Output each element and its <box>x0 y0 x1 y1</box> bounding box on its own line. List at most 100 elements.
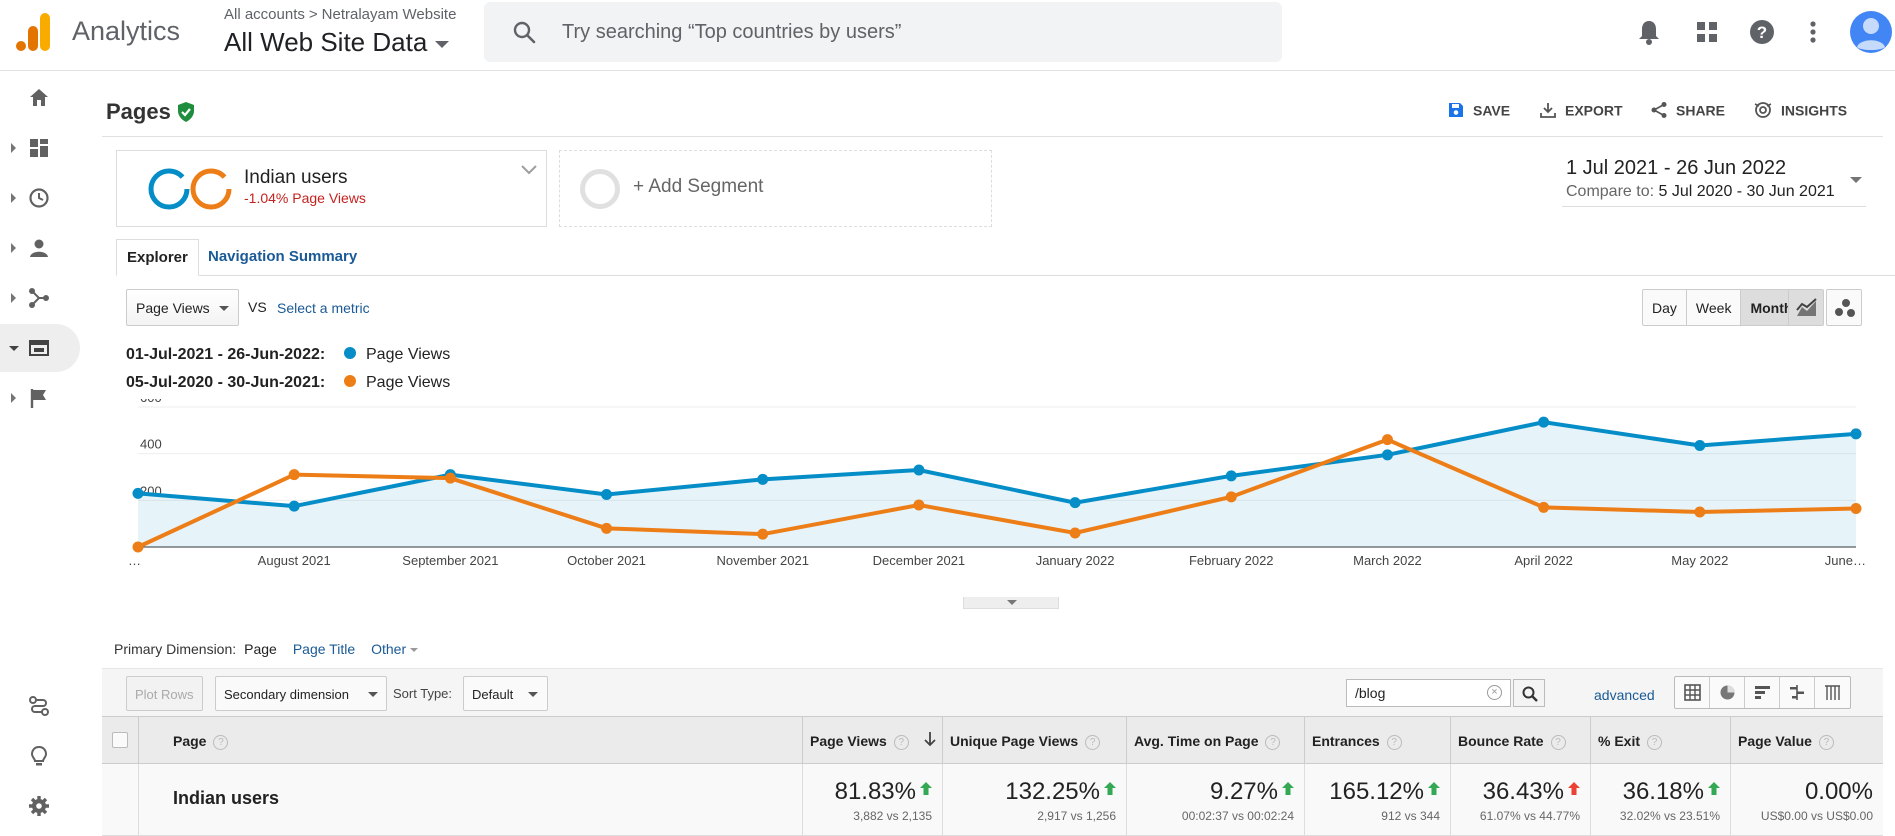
nav-behavior[interactable] <box>0 324 80 372</box>
filter-search-button[interactable] <box>1513 679 1545 707</box>
nav-customization[interactable] <box>0 124 80 172</box>
help-icon[interactable]: ? <box>1386 735 1402 750</box>
metric-comparison: US$0.00 vs US$0.00 <box>1760 809 1873 823</box>
select-metric-link[interactable]: Select a metric <box>277 300 370 316</box>
column-header-entrances[interactable]: Entrances? <box>1304 717 1450 763</box>
search-bar[interactable] <box>484 2 1282 62</box>
table-filter-input[interactable]: /blog <box>1346 679 1511 707</box>
sort-type-select[interactable]: Default <box>463 676 548 711</box>
clock-icon[interactable] <box>28 187 50 209</box>
nav-admin[interactable] <box>0 782 80 830</box>
select-all-checkbox[interactable] <box>112 732 128 748</box>
help-icon[interactable]: ? <box>213 735 229 750</box>
change-value: 36.43% <box>1482 778 1564 805</box>
breadcrumb[interactable]: All accounts > Netralayam Website <box>224 6 456 23</box>
view-pivot-button[interactable] <box>1815 677 1850 708</box>
lightbulb-icon[interactable] <box>28 745 50 767</box>
help-icon[interactable]: ? <box>1647 735 1663 750</box>
nav-acquisition[interactable] <box>0 274 80 322</box>
help-icon[interactable]: ? <box>1265 735 1281 750</box>
help-icon[interactable]: ? <box>1747 17 1777 47</box>
column-header-page[interactable]: Page? <box>138 717 781 763</box>
view-name[interactable]: All Web Site Data <box>224 27 428 57</box>
share-button[interactable]: SHARE <box>1650 101 1725 119</box>
expand-arrow-icon[interactable] <box>11 243 16 253</box>
help-icon[interactable]: ? <box>893 735 909 750</box>
breadcrumb-property[interactable]: Netralayam Website <box>321 6 457 23</box>
chart-collapse-handle[interactable] <box>963 597 1059 609</box>
nav-conversions[interactable] <box>0 374 80 422</box>
dashboard-icon[interactable] <box>28 137 50 159</box>
gear-icon[interactable] <box>28 795 50 817</box>
expand-arrow-icon[interactable] <box>11 393 16 403</box>
column-header-bounce-rate[interactable]: Bounce Rate? <box>1450 717 1590 763</box>
dimension-page[interactable]: Page <box>244 641 277 657</box>
behavior-icon[interactable] <box>28 337 50 359</box>
home-icon[interactable] <box>28 87 50 109</box>
nav-home[interactable] <box>0 74 80 122</box>
nav-audience[interactable] <box>0 224 80 272</box>
date-range-picker[interactable]: 1 Jul 2021 - 26 Jun 2022 Compare to: 5 J… <box>1562 155 1866 207</box>
dimension-page-title[interactable]: Page Title <box>292 641 356 657</box>
notifications-bell-icon[interactable] <box>1634 17 1664 47</box>
flag-icon[interactable] <box>28 387 50 409</box>
analytics-logo-icon[interactable] <box>16 13 52 51</box>
attribution-icon[interactable] <box>28 695 50 717</box>
person-icon[interactable] <box>28 237 50 259</box>
view-table-button[interactable] <box>1675 677 1710 708</box>
advanced-filter-link[interactable]: advanced <box>1594 687 1655 703</box>
column-header-avg-time[interactable]: Avg. Time on Page? <box>1126 717 1304 763</box>
expand-arrow-icon[interactable] <box>9 346 19 351</box>
nav-realtime[interactable] <box>0 174 80 222</box>
tab-navigation-summary[interactable]: Navigation Summary <box>208 248 358 265</box>
legend-current: 01-Jul-2021 - 26-Jun-2022: Page Views <box>126 346 450 374</box>
top-bar: Analytics All accounts > Netralayam Websit… <box>0 0 1895 71</box>
breadcrumb-accounts[interactable]: All accounts <box>224 6 305 23</box>
avatar[interactable] <box>1849 10 1893 54</box>
caret-down-icon[interactable] <box>435 40 450 48</box>
caret-down-icon[interactable] <box>1850 177 1862 183</box>
tab-explorer[interactable]: Explorer <box>116 239 199 276</box>
nav-attribution[interactable] <box>0 682 80 730</box>
insights-button[interactable]: INSIGHTS <box>1753 101 1847 119</box>
view-pie-button[interactable] <box>1710 677 1745 708</box>
secondary-dimension-select[interactable]: Secondary dimension <box>215 676 387 711</box>
save-button[interactable]: SAVE <box>1447 101 1510 119</box>
apps-grid-icon[interactable] <box>1692 17 1722 47</box>
nav-discover[interactable] <box>0 732 80 780</box>
data-point <box>913 499 925 511</box>
more-vert-icon[interactable] <box>1798 17 1828 47</box>
metric-select[interactable]: Page Views <box>126 289 239 326</box>
help-icon[interactable]: ? <box>1818 735 1834 750</box>
legend-compare: 05-Jul-2020 - 30-Jun-2021: Page Views <box>126 374 450 402</box>
expand-arrow-icon[interactable] <box>11 293 16 303</box>
view-selector[interactable]: All Web Site Data <box>224 27 450 58</box>
clear-filter-icon[interactable]: × <box>1487 685 1502 700</box>
column-header-page-views[interactable]: Page Views? <box>802 717 942 763</box>
help-icon[interactable]: ? <box>1085 735 1101 750</box>
sort-descending-icon[interactable] <box>924 731 936 747</box>
plot-rows-button[interactable]: Plot Rows <box>126 676 203 711</box>
line-chart-button[interactable] <box>1788 289 1824 326</box>
dimension-other[interactable]: Other <box>371 641 407 657</box>
help-icon[interactable]: ? <box>1550 735 1566 750</box>
column-header-exit[interactable]: % Exit? <box>1590 717 1730 763</box>
chevron-down-icon[interactable] <box>520 163 538 177</box>
acquisition-icon[interactable] <box>28 287 50 309</box>
period-day-button[interactable]: Day <box>1643 290 1687 325</box>
segment-chip[interactable]: Indian users -1.04% Page Views <box>116 150 547 227</box>
view-performance-button[interactable] <box>1745 677 1780 708</box>
export-button[interactable]: EXPORT <box>1539 101 1623 119</box>
period-week-button[interactable]: Week <box>1686 290 1742 325</box>
add-segment-button[interactable]: + Add Segment <box>559 150 992 227</box>
expand-arrow-icon[interactable] <box>11 143 16 153</box>
caret-down-icon[interactable] <box>410 648 419 653</box>
search-input[interactable] <box>562 16 1242 48</box>
column-header-page-value[interactable]: Page Value? <box>1730 717 1883 763</box>
search-icon[interactable] <box>512 20 536 44</box>
expand-arrow-icon[interactable] <box>11 193 16 203</box>
motion-chart-button[interactable] <box>1826 289 1862 326</box>
view-comparison-button[interactable] <box>1780 677 1815 708</box>
column-header-unique-page-views[interactable]: Unique Page Views? <box>942 717 1126 763</box>
